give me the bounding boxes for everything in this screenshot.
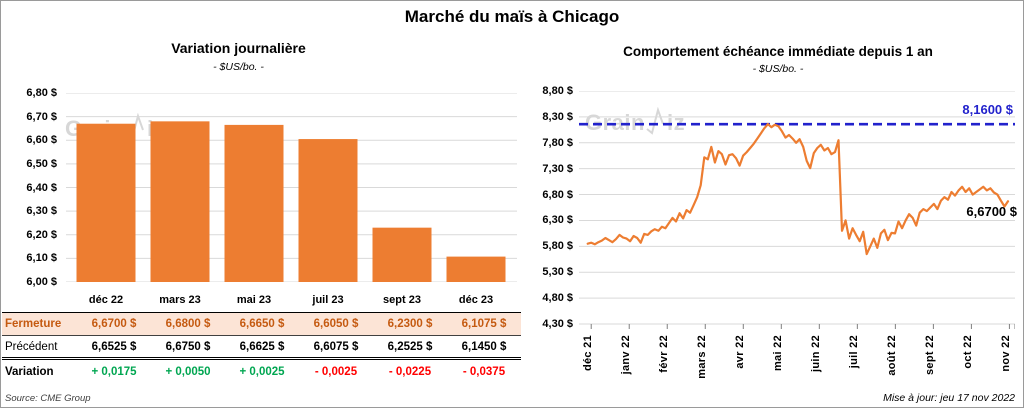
x-axis-label: oct 22	[962, 335, 975, 369]
max-price-annotation: 8,1600 $	[962, 102, 1013, 118]
bar	[224, 124, 284, 282]
table-row-variation: Variation + 0,0175 + 0,0050 + 0,0025 - 0,002…	[2, 359, 521, 385]
x-axis-label: mars 23	[159, 294, 201, 306]
table-cell: 6,2525 $	[387, 340, 433, 353]
x-axis-label: déc 23	[458, 294, 494, 306]
x-axis-label: nov 22	[1000, 335, 1013, 372]
table-cell: + 0,0175	[91, 366, 137, 379]
x-axis-label: juil 22	[848, 335, 861, 369]
watermark-text: iz	[666, 110, 686, 135]
y-axis-tick-label: 6,50 $	[26, 157, 57, 170]
bar-chart-title: Variation journalière	[171, 40, 306, 56]
table-cell: 6,6050 $	[313, 318, 359, 330]
table-cell: 6,6800 $	[165, 318, 211, 330]
bar-chart-subtitle: - $US/bo. -	[213, 61, 264, 73]
x-axis-label: mai 22	[772, 335, 785, 372]
table-cell: 6,6625 $	[239, 340, 285, 353]
x-axis-label: juil 23	[312, 294, 344, 306]
x-axis-label: déc 21	[582, 335, 595, 372]
x-axis-label: déc 22	[88, 294, 124, 306]
table-cell: 6,1450 $	[461, 340, 507, 353]
bar	[150, 121, 210, 282]
table-cell: - 0,0375	[462, 366, 506, 379]
x-axis-label: mai 23	[236, 294, 272, 306]
table-cell: 6,6650 $	[239, 318, 285, 330]
table-cell: - 0,0025	[314, 366, 358, 379]
bar-chart-svg	[66, 92, 517, 283]
x-axis-label: juin 22	[810, 335, 823, 372]
line-chart-svg	[579, 90, 1016, 329]
table-cell: 6,6700 $	[91, 318, 137, 330]
price-line	[586, 122, 1010, 256]
bar	[76, 123, 136, 283]
table-row-fermeture: Fermeture 6,6700 $ 6,6800 $ 6,6650 $ 6,6050 …	[2, 312, 521, 336]
table-cell: + 0,0025	[239, 366, 285, 379]
x-axis-label: févr 22	[658, 335, 671, 373]
row-label: Variation	[5, 366, 54, 379]
y-axis-tick-label: 4,80 $	[542, 292, 573, 305]
x-axis-label: avr 22	[734, 335, 747, 369]
y-axis-tick-label: 6,30 $	[26, 205, 57, 218]
table-cell: 6,6525 $	[91, 340, 137, 353]
y-axis-tick-label: 6,20 $	[26, 228, 57, 241]
y-axis-tick-label: 5,30 $	[542, 266, 573, 279]
table-row-precedent: Précédent 6,6525 $ 6,6750 $ 6,6625 $ 6,6075 …	[2, 336, 521, 359]
bar	[298, 139, 358, 282]
table-cell: - 0,0225	[388, 366, 432, 379]
y-axis-tick-label: 6,70 $	[26, 110, 57, 123]
y-axis-tick-label: 6,00 $	[26, 276, 57, 288]
watermark-grainviz: Grain iz	[585, 107, 685, 139]
y-axis-tick-label: 7,30 $	[542, 162, 573, 175]
y-axis-tick-label: 6,10 $	[26, 252, 57, 265]
bar	[372, 227, 432, 282]
row-label: Précédent	[5, 340, 58, 353]
table-cell: + 0,0050	[165, 366, 211, 379]
row-label: Fermeture	[5, 318, 62, 330]
line-chart-plot-area	[579, 90, 1016, 331]
page-title: Marché du maïs à Chicago	[404, 7, 620, 26]
bar-chart-plot-area	[66, 92, 517, 283]
last-price-annotation: 6,6700 $	[966, 204, 1017, 220]
watermark-text: Grain	[585, 110, 645, 135]
y-axis-tick-label: 5,80 $	[542, 240, 573, 253]
y-axis-tick-label: 6,40 $	[26, 181, 57, 194]
y-axis-tick-label: 4,30 $	[542, 318, 573, 330]
line-chart-subtitle: - $US/bo. -	[752, 63, 804, 75]
x-axis-label: août 22	[886, 335, 899, 376]
y-axis-tick-label: 8,80 $	[542, 85, 573, 97]
table-cell: 6,6750 $	[165, 340, 211, 353]
x-axis-label: janv 22	[620, 335, 633, 375]
y-axis-tick-label: 6,30 $	[542, 214, 573, 227]
x-axis-label: sept 22	[924, 335, 937, 376]
quotes-table: Fermeture 6,6700 $ 6,6800 $ 6,6650 $ 6,6050 …	[2, 312, 521, 385]
updated-note: Mise à jour: jeu 17 nov 2022	[883, 392, 1015, 404]
bar	[446, 256, 506, 282]
table-cell: 6,6075 $	[313, 340, 359, 353]
line-chart-title: Comportement échéance immédiate depuis 1…	[623, 44, 933, 59]
table-cell: 6,2300 $	[387, 318, 433, 330]
x-axis-label: sept 23	[383, 294, 421, 306]
y-axis-tick-label: 6,60 $	[26, 134, 57, 147]
y-axis-tick-label: 8,30 $	[542, 110, 573, 123]
y-axis-tick-label: 7,80 $	[542, 136, 573, 149]
y-axis-tick-label: 6,80 $	[542, 188, 573, 201]
x-axis-label: mars 22	[696, 335, 709, 379]
y-axis-tick-label: 6,80 $	[26, 87, 57, 99]
source-note: Source: CME Group	[5, 393, 91, 404]
table-cell: 6,1075 $	[461, 318, 507, 330]
